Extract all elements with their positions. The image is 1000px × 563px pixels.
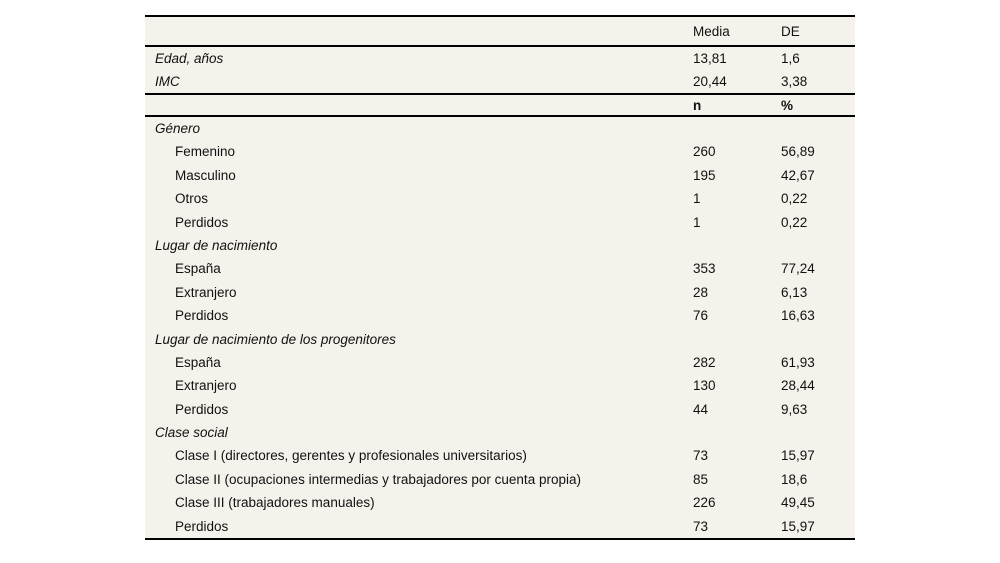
- table-row: Perdidos 44 9,63: [145, 398, 855, 421]
- row-percent: 15,97: [781, 448, 815, 464]
- section-title: Lugar de nacimiento de los progenitores: [155, 331, 396, 347]
- row-percent: 16,63: [781, 308, 815, 324]
- row-n: 226: [693, 495, 716, 511]
- table-row: Extranjero 130 28,44: [145, 374, 855, 397]
- table-row: España 353 77,24: [145, 257, 855, 280]
- table-row: Otros 1 0,22: [145, 187, 855, 210]
- table-row: Clase II (ocupaciones intermedias y trab…: [145, 468, 855, 491]
- header-spacer: [145, 17, 693, 45]
- section-header-row: Clase social: [145, 421, 855, 444]
- table-header-row: Media DE: [145, 17, 855, 47]
- row-n: 85: [693, 471, 709, 487]
- row-n: 73: [693, 518, 709, 534]
- count-header-row: n %: [145, 95, 855, 117]
- row-percent: 15,97: [781, 518, 815, 534]
- table-row: España 282 61,93: [145, 351, 855, 374]
- row-percent: [781, 234, 855, 257]
- row-percent: 61,93: [781, 354, 815, 370]
- row-n: 1: [693, 214, 701, 230]
- row-n: 130: [693, 378, 716, 394]
- table-row: Clase III (trabajadores manuales) 226 49,4…: [145, 491, 855, 514]
- row-n: 44: [693, 401, 709, 417]
- table-row: Clase I (directores, gerentes y profesio…: [145, 444, 855, 467]
- row-label: España: [175, 261, 221, 277]
- row-percent: 49,45: [781, 495, 815, 511]
- table-row: Masculino 195 42,67: [145, 164, 855, 187]
- row-label: España: [175, 354, 221, 370]
- row-percent: [781, 117, 855, 140]
- row-n: 353: [693, 261, 716, 277]
- row-label: Masculino: [175, 167, 236, 183]
- mean-sd-band: Edad, años 13,81 1,6 IMC 20,44 3,38: [145, 47, 855, 95]
- table-row: IMC 20,44 3,38: [145, 70, 855, 93]
- section-header-row: Lugar de nacimiento: [145, 234, 855, 257]
- section-header-row: Género: [145, 117, 855, 140]
- row-percent: 77,24: [781, 261, 815, 277]
- row-label: Perdidos: [175, 214, 229, 230]
- row-percent: 0,22: [781, 214, 808, 230]
- row-label: IMC: [155, 74, 180, 89]
- row-percent: 42,67: [781, 167, 815, 183]
- row-label: Perdidos: [175, 518, 229, 534]
- row-label: Perdidos: [175, 401, 229, 417]
- descriptive-statistics-table: Media DE Edad, años 13,81 1,6 IMC 20,44 …: [145, 15, 855, 541]
- row-percent: 18,6: [781, 471, 808, 487]
- row-n: [693, 328, 781, 351]
- table-row: Perdidos 76 16,63: [145, 304, 855, 327]
- subheader-spacer: [145, 95, 693, 115]
- header-media: Media: [693, 24, 730, 39]
- row-n: [693, 234, 781, 257]
- row-label: Edad, años: [155, 51, 224, 66]
- row-n: [693, 421, 781, 444]
- header-n: n: [693, 98, 702, 113]
- row-percent: [781, 421, 855, 444]
- table-row: Perdidos 1 0,22: [145, 211, 855, 234]
- row-percent: [781, 328, 855, 351]
- section-header-row: Lugar de nacimiento de los progenitores: [145, 328, 855, 351]
- row-label: Clase II (ocupaciones intermedias y trab…: [175, 471, 581, 487]
- section-title: Lugar de nacimiento: [155, 237, 278, 253]
- table-row: Perdidos 73 15,97: [145, 515, 855, 538]
- row-n: 28: [693, 284, 709, 300]
- row-label: Clase III (trabajadores manuales): [175, 495, 375, 511]
- header-de: DE: [781, 24, 800, 39]
- row-percent: 56,89: [781, 144, 815, 160]
- row-de-value: 1,6: [781, 51, 800, 66]
- row-percent: 28,44: [781, 378, 815, 394]
- row-n: [693, 117, 781, 140]
- section-title: Clase social: [155, 425, 228, 441]
- row-n: 76: [693, 308, 709, 324]
- row-n: 195: [693, 167, 716, 183]
- row-percent: 9,63: [781, 401, 808, 417]
- row-n: 260: [693, 144, 716, 160]
- row-percent: 0,22: [781, 191, 808, 207]
- row-label: Extranjero: [175, 378, 237, 394]
- section-title: Género: [155, 121, 201, 136]
- row-label: Perdidos: [175, 308, 229, 324]
- row-n: 1: [693, 191, 701, 207]
- row-label: Otros: [175, 191, 209, 207]
- table-row: Femenino 260 56,89: [145, 140, 855, 163]
- row-de-value: 3,38: [781, 74, 808, 89]
- row-media-value: 20,44: [693, 74, 727, 89]
- table-row: Edad, años 13,81 1,6: [145, 47, 855, 70]
- row-n: 282: [693, 354, 716, 370]
- table-body: Género Femenino 260 56,89 Masculino 195 42,67 O…: [145, 117, 855, 538]
- row-n: 73: [693, 448, 709, 464]
- table-row: Extranjero 28 6,13: [145, 281, 855, 304]
- row-media-value: 13,81: [693, 51, 727, 66]
- row-label: Femenino: [175, 144, 236, 160]
- row-label: Clase I (directores, gerentes y profesio…: [175, 448, 527, 464]
- row-percent: 6,13: [781, 284, 808, 300]
- header-percent: %: [781, 98, 794, 113]
- row-label: Extranjero: [175, 284, 237, 300]
